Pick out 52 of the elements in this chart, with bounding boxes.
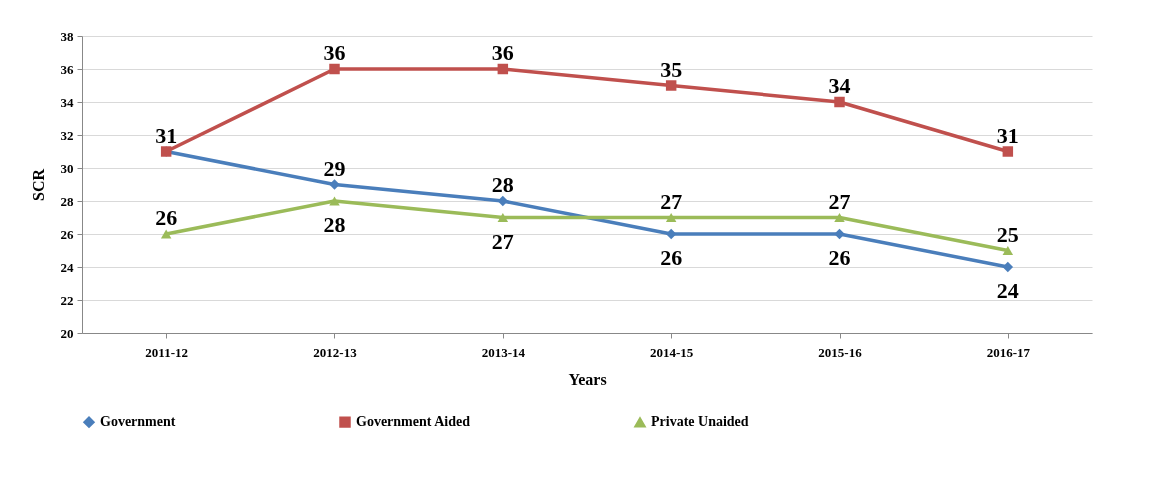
point xyxy=(1002,146,1014,157)
y-tick-label: 34 xyxy=(60,94,74,110)
legend-label: Government xyxy=(100,414,176,430)
y-axis-title: SCR xyxy=(29,168,47,202)
point xyxy=(497,212,509,223)
x-tick-label: 2012-13 xyxy=(313,344,358,360)
y-tick-label: 20 xyxy=(60,325,74,341)
y-tick-label: 22 xyxy=(60,292,74,308)
point xyxy=(665,80,677,91)
data-label: 31 xyxy=(996,122,1019,148)
y-tick-label: 38 xyxy=(60,28,74,44)
legend-label: Government Aided xyxy=(356,414,471,430)
y-tick-label: 28 xyxy=(60,193,74,209)
data-label: 28 xyxy=(323,212,346,237)
point xyxy=(665,212,677,223)
x-tick-label: 2013-14 xyxy=(481,344,526,360)
point xyxy=(1002,261,1014,273)
x-tick-label: 2016-17 xyxy=(986,344,1031,360)
data-label: 26 xyxy=(155,205,178,230)
data-label: 26 xyxy=(828,245,851,270)
data-label: 27 xyxy=(828,188,851,214)
legend-label: Private Unaided xyxy=(651,414,749,430)
y-tick-label: 36 xyxy=(60,61,74,77)
y-tick-label: 26 xyxy=(60,226,74,242)
point xyxy=(329,179,340,190)
x-tick-label: 2011-12 xyxy=(145,344,188,360)
data-label: 25 xyxy=(996,221,1019,247)
data-label: 36 xyxy=(491,40,514,65)
x-tick-label: 2015-16 xyxy=(818,344,863,360)
data-label: 31 xyxy=(155,122,178,148)
y-tick-label: 24 xyxy=(60,259,74,275)
data-label: 27 xyxy=(660,188,683,214)
data-label: 35 xyxy=(660,56,683,82)
data-label: 27 xyxy=(491,228,514,254)
data-label: 24 xyxy=(996,278,1019,303)
x-axis-title: Years xyxy=(568,370,607,388)
point xyxy=(834,228,845,240)
y-tick-label: 32 xyxy=(60,127,74,143)
point xyxy=(834,212,845,223)
point xyxy=(329,63,340,75)
point xyxy=(834,96,845,108)
data-label: 29 xyxy=(323,155,346,181)
data-label: 34 xyxy=(828,73,851,98)
point xyxy=(1002,245,1014,256)
point xyxy=(329,196,340,206)
y-tick-label: 30 xyxy=(60,160,74,176)
data-label: 36 xyxy=(323,40,346,65)
data-label: 28 xyxy=(491,172,514,197)
point xyxy=(160,229,172,239)
data-label: 26 xyxy=(660,245,683,270)
x-tick-label: 2014-15 xyxy=(649,344,694,360)
point xyxy=(497,63,509,75)
